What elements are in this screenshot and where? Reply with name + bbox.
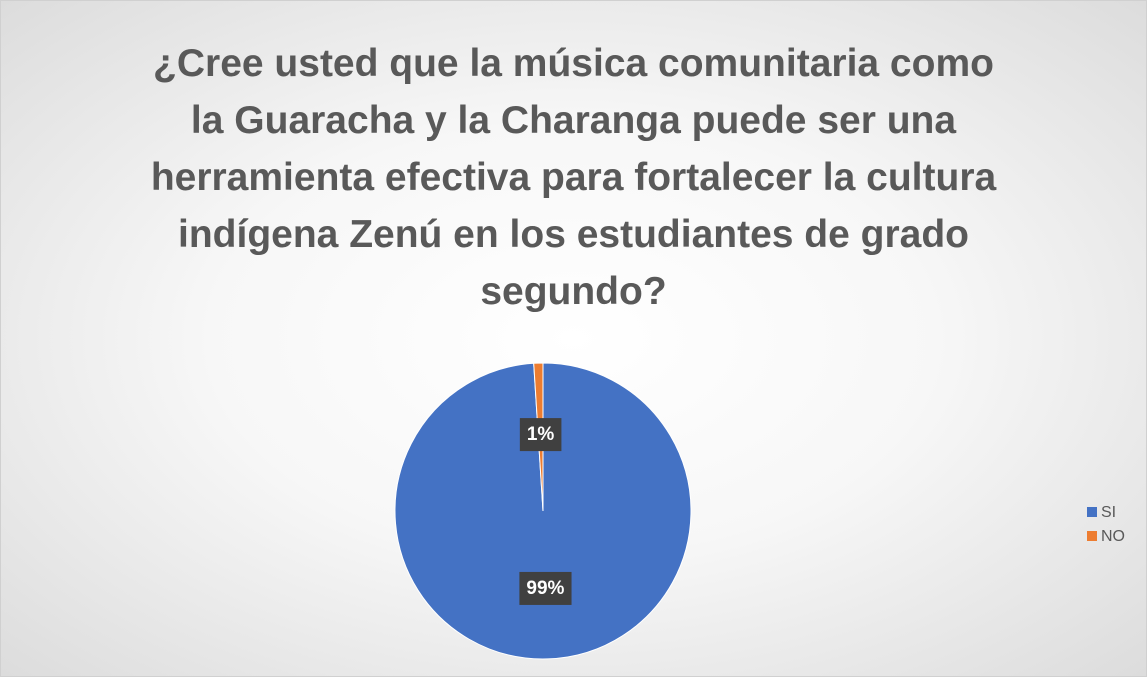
legend-label: NO [1101, 528, 1125, 545]
legend-swatch [1087, 507, 1097, 517]
chart-title: ¿Cree usted que la música comunitaria co… [150, 42, 997, 313]
data-label: 1% [527, 424, 555, 445]
data-label-box [519, 571, 572, 605]
data-label-box [519, 418, 562, 452]
legend-swatch [1087, 531, 1097, 541]
legend-label: SI [1101, 504, 1116, 521]
data-label: 99% [526, 578, 564, 599]
